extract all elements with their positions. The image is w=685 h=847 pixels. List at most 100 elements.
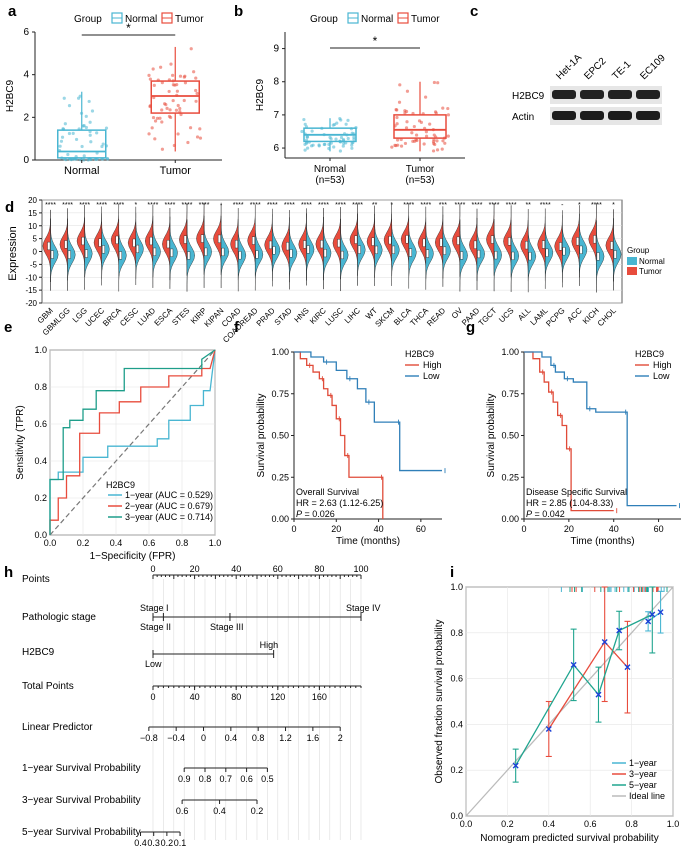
y-tick-label: -10 [25, 273, 37, 282]
x-category-read: READ [425, 306, 447, 328]
km-curve-low [294, 351, 442, 472]
jitter-point [411, 139, 415, 143]
annotation-line: Disease Specific Survival [526, 487, 627, 497]
row-label: Total Points [22, 681, 74, 692]
violin-half-normal [425, 217, 434, 291]
jitter-point [331, 123, 335, 127]
jitter-point [169, 115, 173, 120]
scale-tick-label: −0.4 [167, 733, 185, 743]
y-tick-label: 8 [273, 77, 279, 88]
significance-read: *** [439, 202, 447, 209]
legend-label: 2−year (AUC = 0.679) [125, 501, 213, 511]
jitter-point [322, 142, 326, 147]
x-category-label: Normal [64, 165, 99, 177]
jitter-point [175, 83, 179, 87]
jitter-point [147, 73, 151, 77]
x-axis-label: Nomogram predicted survival probability [480, 833, 658, 844]
significance-luad: **** [147, 202, 158, 209]
jitter-point [332, 145, 336, 149]
significance-acc: * [578, 202, 581, 209]
x-axis-label: Time (months) [336, 536, 400, 547]
violin-box-normal [255, 250, 259, 259]
annotation-line: Overall Survival [296, 487, 359, 497]
jitter-point [176, 132, 180, 136]
panel-letter-a: a [8, 3, 17, 20]
jitter-point [394, 143, 398, 148]
violin-box-tumor [388, 236, 392, 245]
roc-curve-3yr [49, 349, 216, 535]
box-1 [150, 80, 200, 114]
violin-box-normal [460, 251, 464, 260]
row-label: 3−year Survival Probability [22, 795, 141, 806]
jitter-point [106, 157, 110, 161]
jitter-point [303, 122, 307, 126]
box-0 [57, 129, 107, 159]
jitter-point [433, 110, 438, 114]
significance-kipan: - [220, 202, 223, 209]
scale-tick-label: 0.8 [252, 733, 265, 743]
significance-kich: **** [591, 202, 602, 209]
jitter-point [182, 75, 186, 79]
legend-label-normal: Normal [361, 14, 393, 25]
violin-half-normal [50, 218, 59, 292]
y-tick-label: -15 [25, 286, 37, 295]
violin-half-normal [289, 216, 298, 290]
legend-label-low: Low [653, 371, 670, 381]
x-tick-label: 40 [609, 524, 619, 534]
annotation-line: HR = 2.85 (1.04-8.33) [526, 498, 613, 508]
x-category-label: Tumor [406, 164, 435, 175]
stage-label-top: Stage I [140, 603, 169, 613]
row-label: 5−year Survival Probability [22, 827, 141, 838]
y-axis-label: Survival probability [486, 394, 497, 478]
jitter-point [405, 89, 410, 93]
scale-tick-label: 1.6 [307, 733, 320, 743]
panel-letter-c: c [470, 3, 478, 20]
scale-tick-label: 0.5 [261, 774, 274, 784]
y-tick-label: 0.00 [271, 514, 289, 524]
stage-label-bottom: Stage III [210, 622, 244, 632]
x-category-skcm: SKCM [373, 306, 396, 329]
violin-box-tumor [217, 234, 221, 243]
panel-letter-b: b [234, 3, 243, 20]
y-axis-label: Expression [7, 226, 19, 280]
jitter-point [435, 139, 439, 143]
ideal-line [465, 586, 674, 817]
violin-half-normal [613, 217, 622, 291]
x-tick-label: 0.2 [501, 819, 514, 829]
lane-label-het-1a: Het-1A [554, 52, 584, 82]
y-tick-label: 0.6 [34, 419, 47, 429]
jitter-point [169, 62, 173, 66]
row-label: Linear Predictor [22, 722, 93, 733]
violin-half-normal [493, 218, 502, 292]
y-tick-label: 0.0 [450, 811, 463, 821]
jitter-point [188, 126, 193, 130]
violin-box-tumor [593, 235, 597, 244]
panel-letter-f: f [234, 319, 240, 336]
x-category-ucs: UCS [497, 306, 515, 324]
jitter-point [303, 148, 307, 152]
jitter-point [398, 83, 402, 87]
scale-tick-label: 0.4 [225, 733, 238, 743]
jitter-point [194, 88, 198, 93]
row-label-actin: Actin [512, 112, 534, 123]
violin-half-normal [476, 217, 485, 291]
jitter-point [431, 149, 436, 153]
jitter-point [160, 147, 165, 151]
jitter-point [432, 138, 436, 142]
band-h2bc9-3 [636, 90, 660, 99]
panel-letter-g: g [466, 319, 475, 336]
x-tick-label: 60 [654, 524, 664, 534]
jitter-point [88, 120, 92, 124]
jitter-point [350, 146, 354, 150]
points-tick-label: 60 [273, 564, 283, 574]
legend-label-low: Low [423, 371, 440, 381]
km-curve-high [294, 351, 384, 519]
violin-box-normal [50, 250, 54, 259]
observed-point [649, 611, 656, 618]
jitter-point [300, 129, 304, 134]
significance-pcpg: - [561, 202, 564, 209]
jitter-point [338, 149, 343, 153]
y-tick-label: 5 [33, 235, 38, 244]
